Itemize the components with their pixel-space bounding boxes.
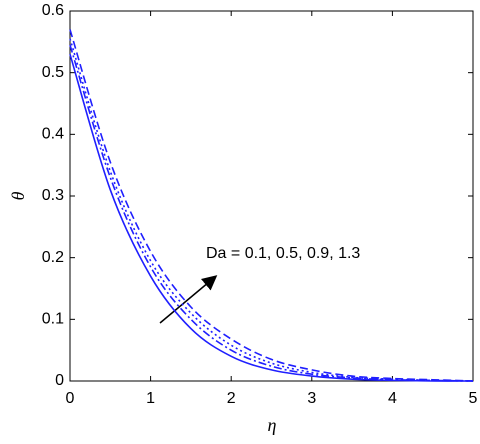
- annotation: Da = 0.1, 0.5, 0.9, 1.3: [206, 245, 360, 262]
- x-axis-label: η: [268, 415, 277, 435]
- x-tick-label: 0: [66, 390, 75, 407]
- y-tick-label: 0.4: [42, 126, 64, 143]
- y-tick-label: 0.2: [42, 249, 64, 266]
- x-tick-label: 5: [469, 390, 478, 407]
- x-tick-label: 4: [388, 390, 397, 407]
- y-tick-label: 0.5: [42, 64, 64, 81]
- y-tick-label: 0: [55, 372, 64, 389]
- series-line: [69, 53, 474, 382]
- y-tick-label: 0.1: [42, 311, 64, 328]
- plot-frame: [69, 10, 474, 382]
- x-tick-label: 2: [227, 390, 236, 407]
- series-line: [69, 44, 474, 382]
- x-tick-label: 1: [146, 390, 155, 407]
- annotation-arrow: [159, 275, 218, 324]
- series-line: [69, 38, 474, 382]
- series-line: [69, 29, 474, 382]
- y-axis-label: θ: [8, 191, 28, 200]
- x-tick-label: 3: [307, 390, 316, 407]
- y-tick-label: 0.6: [42, 2, 64, 19]
- y-tick-label: 0.3: [42, 187, 64, 204]
